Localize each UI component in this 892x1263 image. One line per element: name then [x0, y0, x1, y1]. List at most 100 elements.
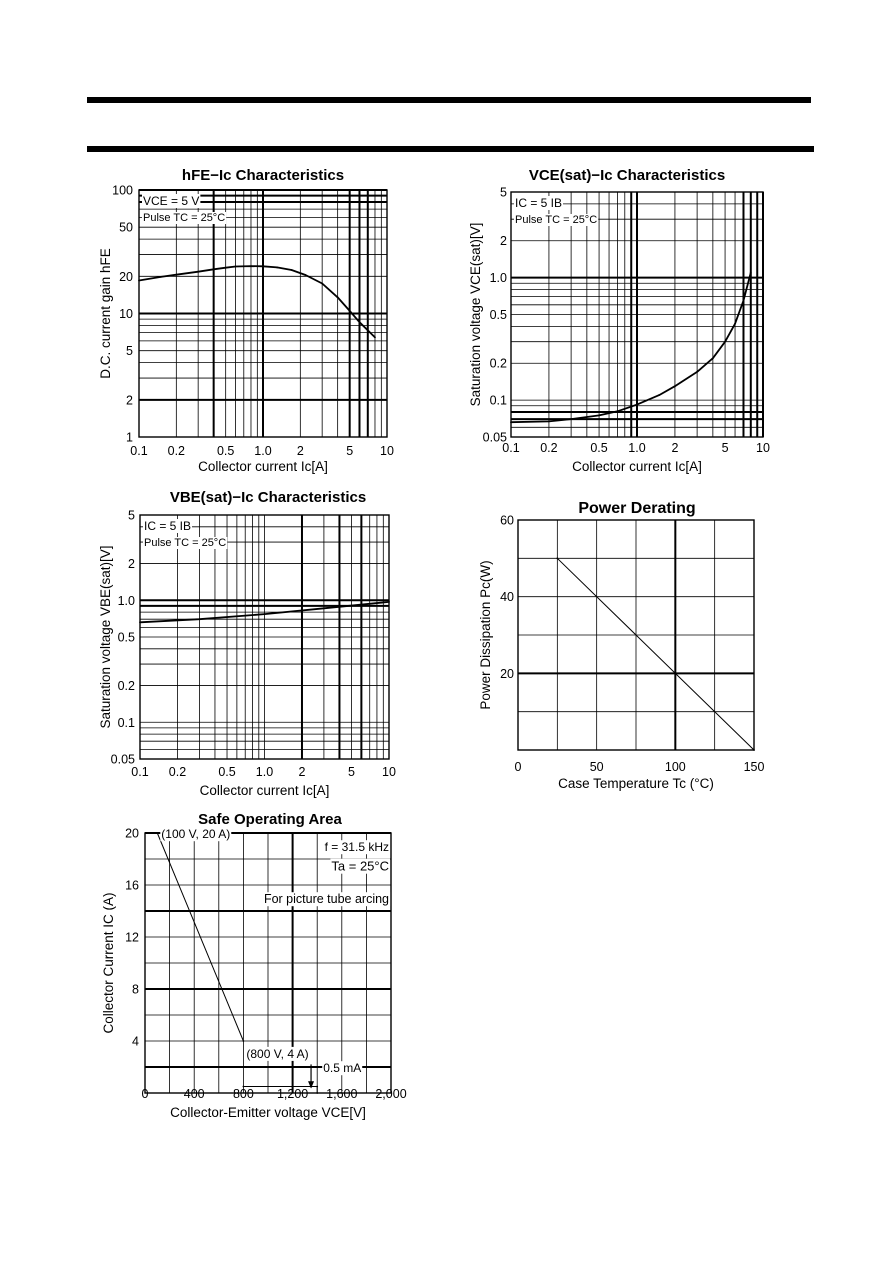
- y-tick-label: 20: [125, 827, 139, 841]
- data-point: [139, 621, 141, 624]
- y-tick-label: 0.1: [118, 716, 135, 730]
- y-tick-label: 0.2: [118, 679, 135, 693]
- x-tick-label: 2: [671, 441, 678, 455]
- data-point: [388, 600, 390, 603]
- data-point: [742, 299, 745, 302]
- vbesat-ic-chart: 0.1 0.2 0.5 1.0 2 5 100.050.10.20.51.025VBE(sa…: [98, 489, 396, 798]
- plot-frame: [144, 832, 392, 1094]
- x-tick-label: 0.1: [131, 765, 148, 779]
- data-point: [263, 613, 266, 616]
- hfe-ic-chart: 0.1 0.2 0.5 1.0 2 5 10 1 2 5 10 20 50 100 hFE−Ic Chara…: [98, 167, 394, 474]
- data-point: [212, 268, 215, 271]
- chart-title: Safe Operating Area: [198, 811, 342, 828]
- data-point: [316, 1092, 319, 1094]
- annotation-background: [160, 827, 232, 842]
- x-tick-label: 0.1: [502, 441, 519, 455]
- x-axis-label: Collector current Ic[A]: [200, 783, 330, 798]
- annotation-background: [142, 194, 201, 208]
- y-tick-label: 60: [500, 514, 514, 528]
- annotation: (800 V, 4 A): [246, 1047, 308, 1061]
- x-tick-label: 1.0: [256, 765, 273, 779]
- x-tick-label: 0.2: [169, 765, 186, 779]
- x-tick-label: 5: [348, 765, 355, 779]
- x-tick-label: 2: [297, 444, 304, 458]
- data-point: [159, 275, 162, 278]
- annotation: VCE = 5 V: [143, 194, 199, 208]
- x-tick-label: 400: [184, 1087, 205, 1101]
- plot-frame: [510, 191, 764, 438]
- y-tick-label: 5: [126, 344, 133, 358]
- y-tick-label: 20: [500, 667, 514, 681]
- y-tick-label: 12: [125, 931, 139, 945]
- x-tick-label: 1,200: [277, 1087, 308, 1101]
- annotation: (100 V, 20 A): [161, 827, 230, 841]
- y-tick-label: 1.0: [118, 594, 135, 608]
- x-tick-label: 0.2: [540, 441, 557, 455]
- x-tick-label: 800: [233, 1087, 254, 1101]
- data-point: [175, 273, 178, 276]
- data-point: [276, 266, 279, 269]
- y-tick-label: 40: [500, 590, 514, 604]
- y-axis-label: Collector Current IC (A): [101, 892, 116, 1033]
- data-point: [321, 282, 324, 285]
- annotation: Pulse TC = 25°C: [143, 212, 225, 224]
- y-tick-label: 0.2: [490, 357, 507, 371]
- data-point: [510, 421, 512, 424]
- annotation-background: [245, 1046, 310, 1061]
- safe-operating-area-chart: 0 400 800 1,200 1,600 2,000 4 8 12 16 20 Safe Opera…: [101, 811, 407, 1120]
- data-point: [304, 274, 307, 276]
- x-tick-label: 1,600: [326, 1087, 357, 1101]
- vcesat-ic-chart: 0.1 0.2 0.5 1.0 2 5 100.050.10.20.51.025VCE(sa…: [468, 167, 770, 474]
- x-tick-label: 5: [346, 444, 353, 458]
- x-tick-label: 0.5: [217, 444, 234, 458]
- x-tick-label: 0.5: [590, 441, 607, 455]
- chart-title: Power Derating: [578, 500, 695, 517]
- plot-frame: [138, 189, 388, 438]
- x-tick-label: 0: [142, 1087, 149, 1101]
- y-tick-label: 5: [500, 186, 507, 200]
- annotation: For picture tube arcing: [264, 892, 389, 906]
- annotation-background: [322, 1061, 363, 1076]
- data-point: [234, 265, 237, 268]
- x-axis-label: Collector current Ic[A]: [572, 459, 702, 474]
- header-rule-top: [87, 97, 811, 103]
- data-point: [156, 832, 159, 834]
- y-tick-label: 0.05: [483, 431, 507, 445]
- y-tick-label: 0.5: [490, 308, 507, 322]
- annotation-background: [323, 840, 390, 855]
- y-tick-label: 0.05: [111, 753, 135, 767]
- y-tick-label: 4: [132, 1035, 139, 1049]
- power-derating-chart: 0 50 100 150 20 40 60 Power Derating Case Temper…: [478, 500, 764, 791]
- data-point: [262, 265, 264, 268]
- chart-title: VCE(sat)−Ic Characteristics: [529, 167, 725, 184]
- data-point: [556, 557, 559, 560]
- x-tick-label: 10: [380, 444, 394, 458]
- data-point: [250, 265, 252, 267]
- data-point: [224, 266, 227, 269]
- y-tick-label: 0.1: [490, 394, 507, 408]
- y-tick-label: 0.5: [118, 631, 135, 645]
- y-tick-label: 8: [132, 983, 139, 997]
- x-tick-label: 10: [382, 765, 396, 779]
- data-point: [674, 385, 676, 388]
- x-tick-label: 100: [665, 760, 686, 774]
- y-tick-label: 1.0: [490, 271, 507, 285]
- data-point: [658, 394, 661, 396]
- data-point: [548, 420, 550, 423]
- data-point: [749, 271, 752, 274]
- x-tick-label: 0.5: [218, 765, 235, 779]
- data-point: [616, 410, 619, 413]
- data-point: [336, 296, 339, 299]
- annotation: Ta = 25°C: [331, 859, 389, 874]
- annotation: Pulse TC = 25°C: [144, 537, 226, 549]
- x-tick-label: 0: [515, 760, 522, 774]
- annotation-background: [330, 858, 390, 874]
- y-tick-label: 2: [128, 557, 135, 571]
- annotation-background: [514, 196, 564, 210]
- x-axis-label: Collector current Ic[A]: [198, 459, 328, 474]
- x-tick-label: 2: [299, 765, 306, 779]
- y-tick-label: 10: [119, 307, 133, 321]
- data-point: [290, 269, 293, 271]
- plot-frame: [517, 519, 755, 751]
- y-axis-label: Saturation voltage VBE(sat)[V]: [98, 545, 113, 728]
